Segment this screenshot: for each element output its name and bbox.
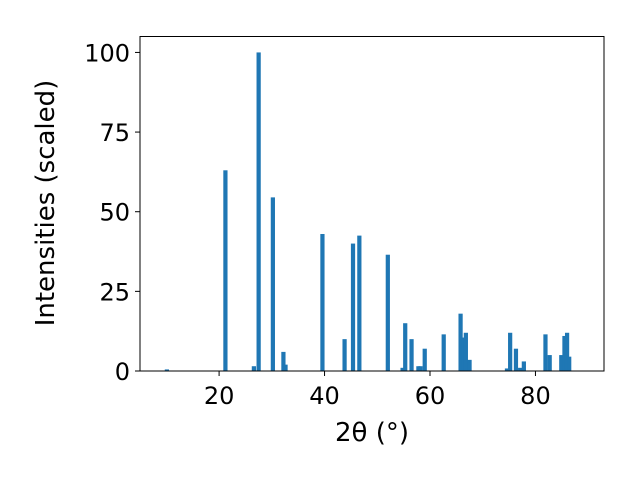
bar	[403, 323, 408, 371]
bar	[164, 369, 169, 371]
y-axis-label: Intensities (scaled)	[31, 80, 61, 327]
x-axis-label: 2θ (°)	[335, 418, 409, 448]
bar	[521, 361, 526, 371]
bar	[461, 337, 466, 371]
bar	[350, 243, 356, 371]
bar	[357, 235, 362, 371]
bar	[256, 52, 261, 372]
bar	[281, 351, 286, 371]
bar	[441, 334, 446, 371]
bar	[385, 254, 390, 371]
bar	[562, 335, 567, 371]
y-tick-label: 25	[99, 278, 130, 306]
x-tick-label: 40	[309, 382, 340, 410]
bar	[418, 366, 423, 371]
bar	[547, 355, 552, 371]
bar	[518, 367, 523, 371]
axes-frame	[139, 36, 605, 372]
bar	[251, 366, 256, 371]
bar	[504, 368, 510, 371]
bar	[409, 339, 414, 371]
x-tick-label: 20	[204, 382, 235, 410]
x-tick-label: 80	[520, 382, 551, 410]
y-tick-label: 0	[115, 358, 130, 386]
bar	[467, 359, 472, 371]
bar	[463, 332, 468, 371]
y-tick-label: 100	[84, 39, 130, 67]
bar	[564, 332, 570, 371]
bar	[559, 355, 564, 371]
bar	[223, 170, 228, 371]
bar	[543, 334, 548, 371]
bar	[567, 356, 572, 371]
bar	[400, 367, 405, 371]
x-tick-label: 60	[415, 382, 446, 410]
y-axis-ticks: 0 25 50 75 100	[84, 39, 140, 386]
y-tick-label: 50	[99, 199, 130, 227]
bars	[164, 52, 572, 372]
bar	[458, 313, 463, 371]
bar	[320, 234, 325, 371]
bar	[422, 348, 427, 371]
x-axis-ticks: 20 40 60 80	[204, 371, 551, 410]
bar	[342, 339, 347, 371]
bar	[283, 364, 288, 371]
bar	[270, 197, 275, 371]
y-tick-label: 75	[99, 119, 130, 147]
bar	[508, 332, 513, 371]
bar	[513, 348, 519, 371]
